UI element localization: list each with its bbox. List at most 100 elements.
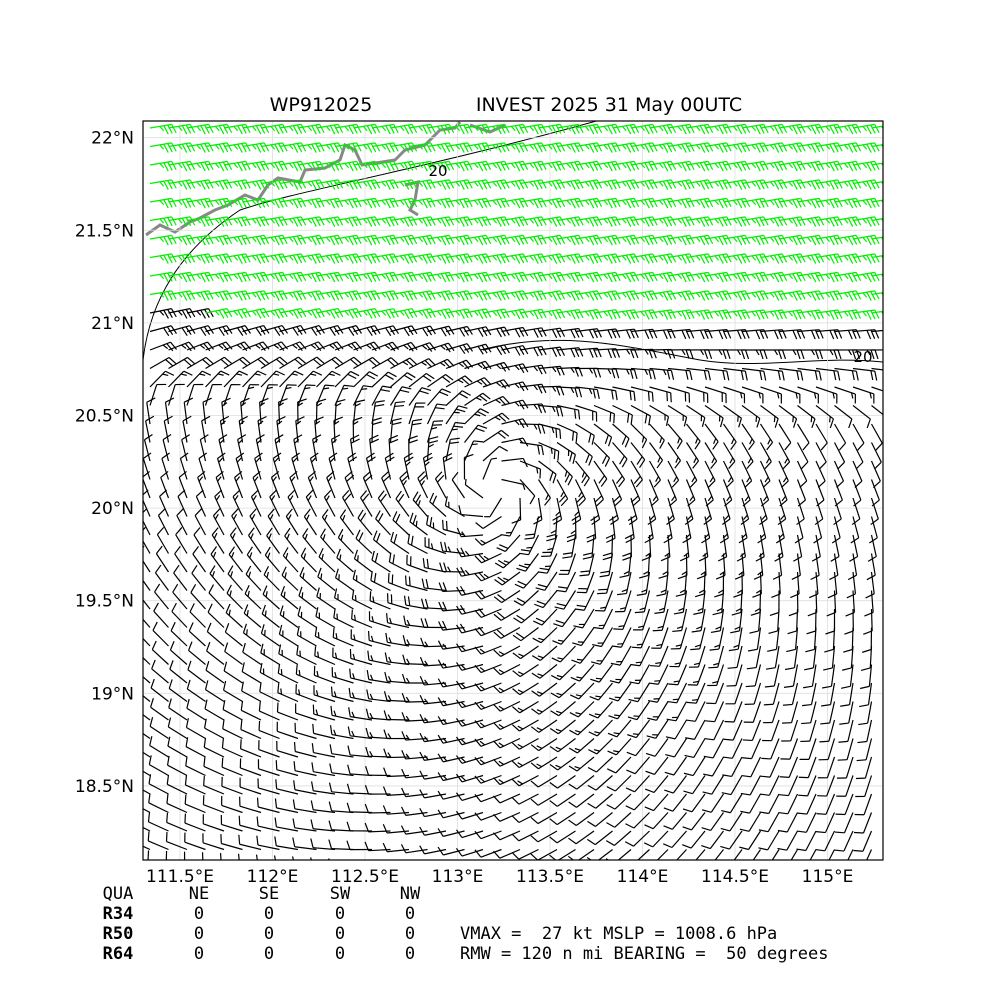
- barb: [834, 292, 838, 300]
- barb: [612, 255, 616, 263]
- barb: [575, 162, 579, 170]
- staff: [327, 478, 335, 498]
- barb: [747, 477, 750, 482]
- wind-barb: [465, 425, 487, 442]
- barb: [445, 273, 449, 281]
- barb: [534, 385, 538, 390]
- barb: [852, 311, 856, 320]
- barb: [334, 144, 338, 152]
- wind-barb: [816, 387, 837, 404]
- barb: [708, 124, 712, 132]
- barb: [542, 217, 546, 225]
- barb: [737, 126, 741, 134]
- barb: [234, 237, 238, 241]
- barb: [231, 571, 233, 577]
- barb: [604, 200, 608, 204]
- barb: [523, 438, 528, 446]
- barb: [349, 126, 353, 134]
- barb: [310, 453, 318, 458]
- barb: [297, 309, 302, 317]
- barb: [215, 145, 219, 149]
- barb: [158, 509, 165, 516]
- barb: [412, 161, 416, 169]
- staff: [483, 413, 502, 424]
- barb: [312, 181, 316, 189]
- barb: [649, 162, 653, 170]
- barb: [260, 162, 264, 170]
- barb: [382, 163, 386, 167]
- barb: [190, 198, 194, 206]
- barb: [893, 272, 897, 280]
- barb: [264, 272, 268, 280]
- barb: [264, 235, 268, 243]
- barb: [297, 162, 301, 170]
- staff: [187, 385, 194, 406]
- wind-barb: [835, 406, 852, 428]
- barb: [419, 182, 423, 186]
- barb: [700, 144, 704, 152]
- barb: [215, 219, 219, 223]
- staff: [687, 424, 701, 441]
- barb: [815, 199, 819, 207]
- barb: [519, 328, 524, 336]
- barb: [308, 126, 312, 130]
- barb: [667, 392, 668, 401]
- barb: [201, 274, 205, 282]
- barb: [797, 273, 801, 281]
- barb: [349, 255, 353, 263]
- barb: [215, 256, 219, 260]
- barb: [497, 181, 501, 189]
- barb: [219, 255, 223, 263]
- barb: [297, 199, 301, 207]
- barb: [460, 218, 464, 226]
- barb: [745, 291, 749, 299]
- wind-barb: [150, 342, 177, 351]
- barb: [663, 237, 667, 245]
- barb: [496, 365, 500, 369]
- barb: [782, 496, 786, 501]
- barb: [386, 163, 390, 171]
- barb: [260, 181, 264, 189]
- barb: [885, 330, 889, 339]
- staff: [446, 439, 450, 461]
- barb: [482, 218, 486, 226]
- staff: [816, 406, 833, 419]
- wind-barb: [258, 417, 267, 443]
- barb: [371, 181, 375, 189]
- barb: [427, 144, 431, 152]
- barb: [433, 496, 437, 505]
- barb: [530, 496, 535, 504]
- barb: [820, 350, 823, 359]
- barb: [515, 255, 519, 263]
- barb: [503, 578, 508, 580]
- staff: [613, 424, 630, 439]
- barb: [567, 311, 571, 315]
- barb: [558, 451, 559, 460]
- barb: [538, 347, 542, 355]
- barb: [193, 546, 199, 554]
- barb: [246, 217, 250, 225]
- barb: [497, 237, 501, 245]
- barb: [371, 255, 375, 263]
- barb: [375, 143, 379, 151]
- staff: [482, 554, 502, 563]
- barb: [205, 292, 209, 300]
- barb: [530, 219, 534, 223]
- barb: [834, 144, 838, 152]
- barb: [160, 182, 164, 186]
- barb: [663, 163, 667, 171]
- barb: [616, 143, 620, 151]
- barb: [413, 515, 416, 524]
- barb: [653, 496, 656, 501]
- barb: [663, 330, 667, 339]
- barb: [478, 181, 482, 189]
- barb: [819, 254, 823, 262]
- barb: [727, 198, 731, 206]
- barb: [349, 237, 353, 245]
- barb: [600, 575, 609, 577]
- barb: [546, 538, 555, 540]
- barb: [504, 561, 510, 563]
- wind-barb: [603, 535, 613, 560]
- barb: [704, 273, 708, 281]
- wind-barb: [539, 424, 561, 439]
